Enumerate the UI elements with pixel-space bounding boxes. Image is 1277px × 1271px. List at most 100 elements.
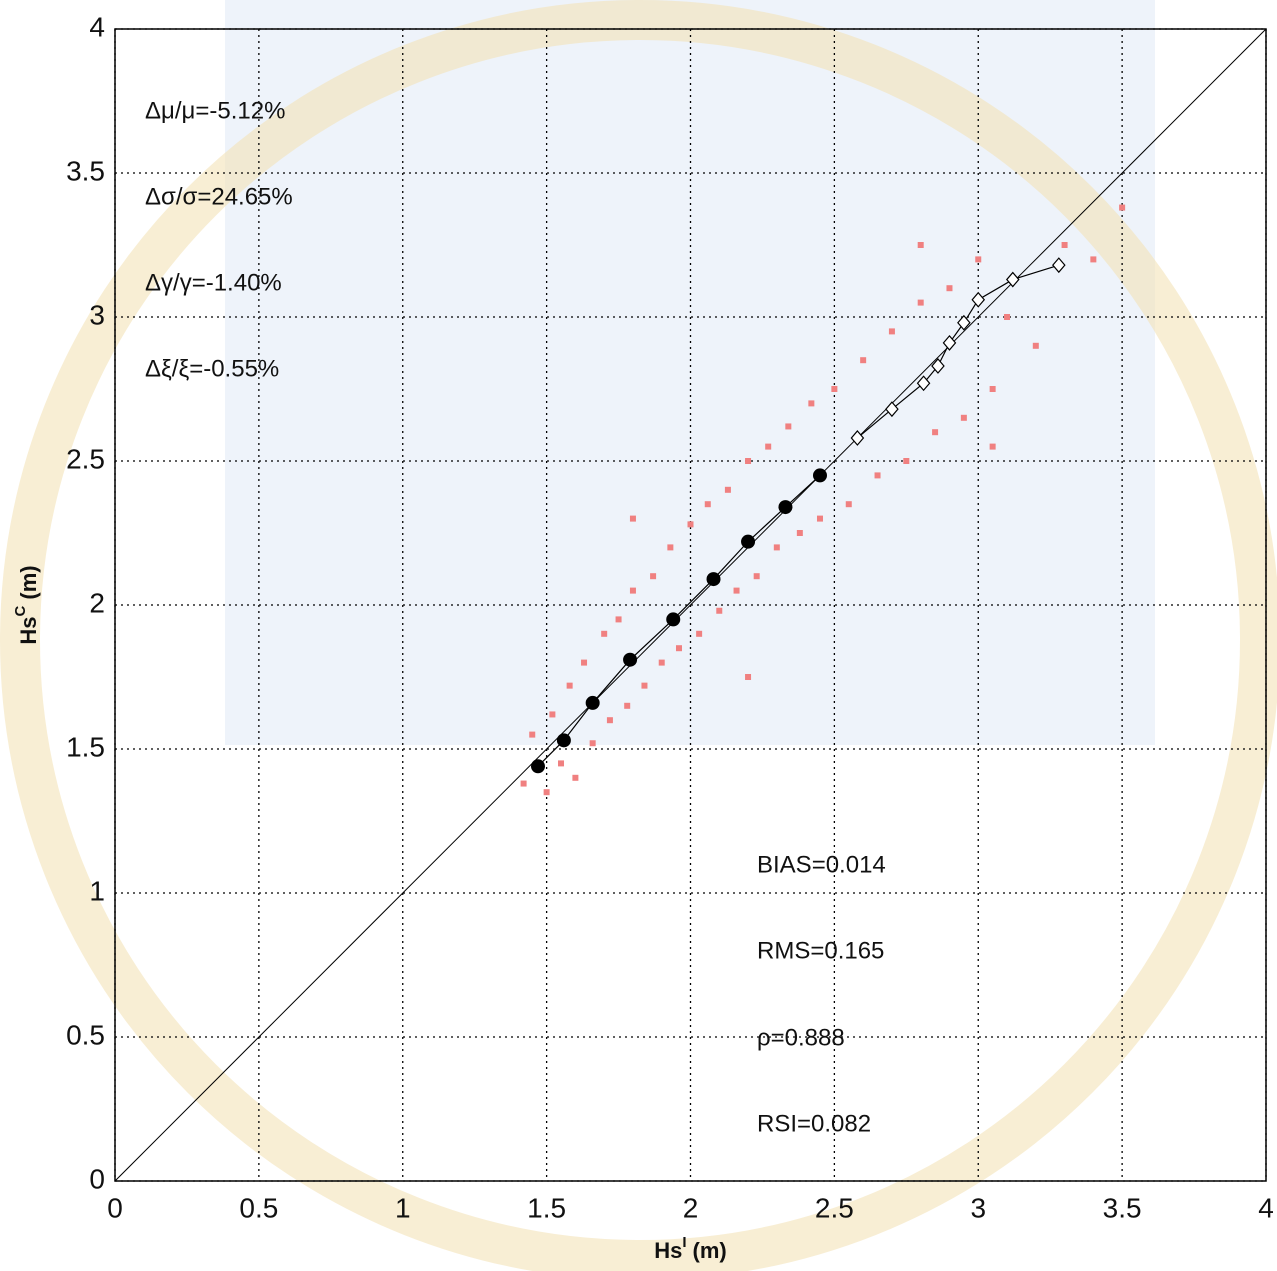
annotation: Δξ/ξ=-0.55% [145, 355, 279, 382]
x-tick-label: 2.5 [815, 1192, 854, 1223]
y-axis-label: HsC (m) [12, 565, 40, 644]
x-tick-label: 4 [1258, 1192, 1274, 1223]
scatter-point [845, 501, 852, 508]
scatter-point [917, 242, 924, 248]
x-axis-label: HsI (m) [654, 1234, 727, 1262]
scatter-point [946, 285, 953, 292]
x-tick-label: 3.5 [1103, 1192, 1142, 1223]
y-tick-label: 3 [89, 299, 105, 330]
x-tick-label: 3 [970, 1192, 986, 1223]
scatter-point [874, 472, 881, 479]
y-tick-label: 0.5 [66, 1019, 105, 1050]
x-tick-label: 0 [107, 1192, 123, 1223]
scatter-point [816, 515, 823, 522]
scatter-point [917, 299, 924, 306]
y-tick-label: 2 [89, 587, 105, 618]
y-tick-label: 3.5 [66, 155, 105, 186]
scatter-point [696, 630, 703, 637]
scatter-point [675, 645, 682, 652]
scatter-point [1004, 314, 1011, 320]
scatter-point [808, 400, 815, 407]
annotation: Δμ/μ=-5.12% [145, 97, 285, 124]
quantile-point [812, 468, 827, 483]
scatter-point [753, 573, 760, 580]
scatter-point [903, 458, 910, 464]
y-axis-label-part: C [12, 605, 29, 616]
scatter-point [615, 616, 622, 623]
y-tick-label: 0 [89, 1163, 105, 1194]
scatter-point [1119, 204, 1126, 211]
quantile-point [931, 358, 945, 374]
quantile-point [623, 652, 638, 667]
quantile-point [585, 695, 600, 710]
scatter-point [888, 328, 895, 335]
scatter-point [960, 414, 967, 421]
quantile-point [850, 430, 865, 446]
quantile-point [530, 759, 545, 774]
plot-frame [114, 28, 1267, 1182]
scatter-point [989, 386, 996, 392]
scatter-point [773, 544, 780, 551]
x-axis-label-part: (m) [693, 1238, 727, 1263]
x-axis-label-part: Hs [654, 1238, 682, 1263]
scatter-point [601, 630, 608, 637]
scatter-point [975, 256, 982, 263]
scatter-point [733, 587, 740, 594]
scatter-point [549, 711, 556, 718]
scatter-point [745, 674, 752, 680]
quantile-point [916, 375, 931, 392]
quantile-point [885, 401, 899, 418]
scatter-point [724, 486, 731, 493]
scatter-point [989, 443, 996, 450]
scatter-point [831, 386, 838, 392]
scatter-point [687, 521, 694, 528]
quantile-point [1052, 257, 1066, 274]
annotation: Δσ/σ=24.65% [145, 183, 293, 210]
scatter-point [589, 740, 596, 747]
scatter-point [543, 789, 550, 796]
quantile-point [778, 500, 793, 515]
scatter-point [624, 702, 631, 709]
x-tick-label: 0.5 [239, 1192, 278, 1223]
quantile-point [666, 612, 681, 627]
y-axis-label-part: (m) [16, 565, 41, 599]
scatter-point [650, 573, 657, 580]
quantile-point [741, 534, 756, 549]
quantile-point [1005, 271, 1020, 288]
x-tick-label: 2 [683, 1192, 699, 1223]
scatter-point [1061, 242, 1068, 248]
scatter-point [566, 682, 573, 689]
scatter-point [629, 587, 636, 594]
annotation: ρ=0.888 [757, 1024, 845, 1051]
annotation: Δγ/γ=-1.40% [145, 269, 282, 296]
scatter-point [667, 544, 674, 551]
scatter-point [658, 659, 665, 666]
scatter-point [572, 774, 579, 781]
quantile-point [942, 334, 957, 351]
quantile-point [957, 314, 971, 331]
scatter-point [785, 423, 792, 430]
scatter-point [860, 357, 867, 364]
scatter-point [716, 607, 723, 614]
x-tick-label: 1 [395, 1192, 411, 1223]
quantile-point [556, 733, 571, 748]
annotation: RMS=0.165 [757, 937, 884, 964]
y-tick-label: 1 [89, 875, 105, 906]
scatter-point [1032, 342, 1039, 349]
y-tick-label: 1.5 [66, 731, 105, 762]
quantile-point [706, 572, 721, 587]
y-tick-label: 4 [89, 11, 105, 42]
scatter-point [558, 760, 565, 767]
scatter-point [932, 429, 939, 436]
identity-line [114, 28, 1267, 1182]
scatter-point [520, 780, 527, 787]
scatter-point [745, 458, 752, 464]
scatter-point [581, 659, 588, 666]
scatter-point [796, 530, 803, 536]
scatter-point [629, 515, 636, 522]
quantile-point [971, 291, 986, 308]
y-tick-label: 2.5 [66, 443, 105, 474]
scatter-point [641, 682, 648, 689]
